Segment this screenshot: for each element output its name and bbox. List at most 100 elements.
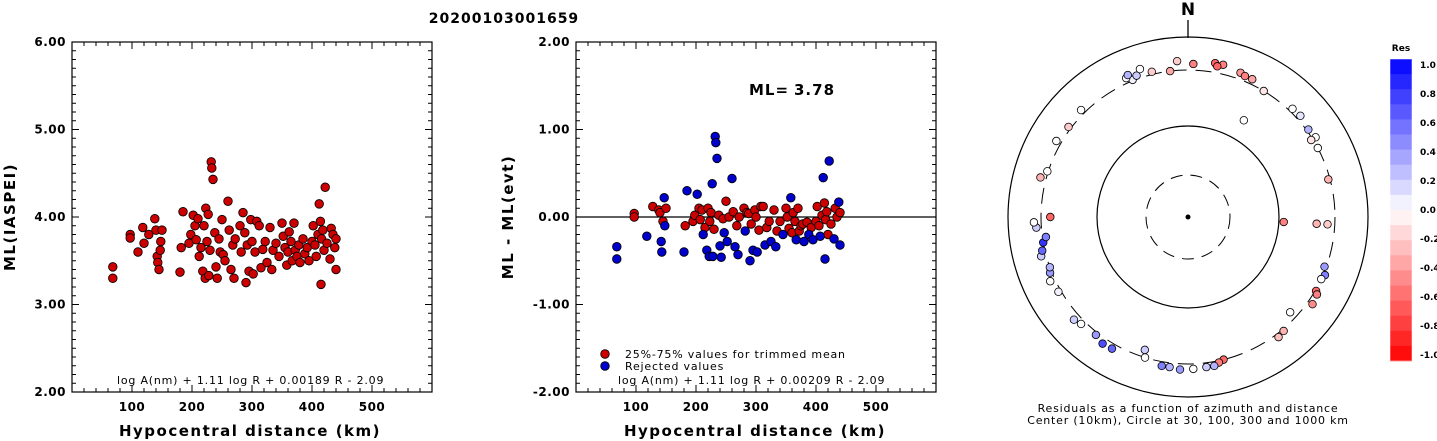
- data-point: [775, 216, 785, 227]
- station-marker: [1147, 67, 1157, 77]
- station-marker: [1036, 173, 1045, 182]
- colorbar-block: [1390, 104, 1412, 120]
- ml-value: 3.78: [794, 81, 835, 99]
- station-marker: [1259, 86, 1268, 96]
- station-marker: [1029, 218, 1039, 227]
- residual-colorbar: Res 1.0 0.8 0.6 0.4 0.2 0.0 -0.2 -0.4 -0.6 -0.8 -1…: [1389, 44, 1437, 362]
- station-marker: [1279, 217, 1288, 227]
- data-point: [834, 197, 844, 207]
- station-marker: [1175, 365, 1185, 374]
- station-marker: [1076, 319, 1086, 329]
- data-point: [256, 263, 266, 273]
- station-marker: [1043, 167, 1052, 176]
- data-point: [682, 186, 692, 196]
- data-point: [157, 225, 167, 235]
- data-point: [194, 251, 204, 262]
- colorbar-block: [1390, 330, 1412, 347]
- axis-ticks: 100 200 300 400 500 2.00 3.00 4.00 5.00 6.00: [34, 35, 432, 414]
- legend-marker-rejected: [600, 361, 610, 371]
- station-marker: [1312, 290, 1322, 299]
- y-tick-label: -2.00: [533, 385, 570, 399]
- data-point: [191, 235, 201, 245]
- data-point: [318, 225, 328, 235]
- colorbar-block: [1390, 345, 1412, 362]
- data-point: [250, 247, 260, 257]
- data-point: [202, 236, 212, 247]
- station-markers: [1029, 56, 1333, 374]
- colorbar-block: [1390, 315, 1412, 332]
- y-axis-label: ML - ML(evt): [499, 155, 517, 279]
- y-tick-label: 0.00: [538, 210, 570, 224]
- colorbar-label: 0.0: [1420, 206, 1436, 216]
- data-point: [325, 254, 335, 264]
- data-point: [740, 226, 750, 236]
- x-tick-label: 500: [359, 400, 386, 414]
- y-tick-label: 2.00: [34, 385, 66, 399]
- data-point: [791, 235, 801, 245]
- y-tick-label: 1.00: [538, 123, 570, 137]
- data-point: [150, 214, 160, 224]
- data-point: [156, 236, 166, 247]
- colorbar-block: [1390, 134, 1412, 150]
- station-marker: [1123, 70, 1132, 80]
- data-point: [716, 252, 726, 262]
- data-point: [764, 216, 774, 227]
- colorbar-block: [1390, 240, 1412, 256]
- data-point: [642, 231, 652, 241]
- station-marker: [1140, 353, 1150, 362]
- residual-vs-distance-plot: 100 200 300 400 500 -2.00 -1.00 0.00 1.00 2.00 ML…: [499, 35, 937, 440]
- data-point: [203, 209, 213, 220]
- station-marker: [1098, 339, 1107, 348]
- data-point: [204, 270, 214, 281]
- x-tick-label: 100: [623, 400, 650, 414]
- station-marker: [1038, 246, 1047, 255]
- station-marker: [1285, 308, 1295, 317]
- data-point: [224, 225, 234, 235]
- ml-label: ML=: [749, 81, 789, 99]
- colorbar-block: [1390, 285, 1412, 301]
- data-point: [289, 218, 299, 228]
- colorbar-title: Res: [1392, 44, 1410, 54]
- data-point: [235, 221, 245, 231]
- station-marker: [1076, 105, 1086, 115]
- data-point: [274, 251, 284, 262]
- data-point: [822, 207, 832, 217]
- colorbar-label: 0.6: [1420, 119, 1436, 129]
- data-point: [238, 207, 248, 218]
- data-point: [771, 242, 781, 252]
- data-point: [199, 221, 209, 231]
- colorbar-label: 1.0: [1420, 61, 1436, 71]
- station-marker: [1324, 175, 1333, 184]
- colorbar-block: [1390, 119, 1412, 135]
- colorbar-label: 0.8: [1420, 90, 1436, 100]
- circle-100km: [1096, 125, 1280, 309]
- colorbar-block: [1390, 225, 1412, 241]
- colorbar-block: [1390, 89, 1412, 105]
- data-point: [330, 242, 340, 253]
- data-point: [176, 242, 186, 253]
- data-point: [656, 236, 666, 247]
- azimuth-distance-polar-plot: N Residuals as a function of azimuth and…: [1007, 0, 1369, 427]
- y-tick-label: 4.00: [34, 210, 66, 224]
- data-point: [271, 238, 281, 248]
- colorbar-block: [1390, 270, 1412, 286]
- x-tick-label: 400: [803, 400, 830, 414]
- data-point: [712, 153, 722, 164]
- legend-label-accepted: 25%-75% values for trimmed mean: [625, 348, 846, 361]
- data-point: [728, 207, 738, 217]
- data-point: [155, 245, 165, 255]
- data-point: [178, 207, 188, 217]
- data-point: [196, 242, 206, 253]
- colorbar-block: [1390, 164, 1412, 181]
- colorbar-block: [1390, 210, 1412, 226]
- data-point: [315, 216, 326, 227]
- y-tick-label: -1.00: [533, 298, 570, 312]
- formula-note: log A(nm) + 1.11 log R + 0.00189 R - 2.0…: [117, 374, 384, 387]
- station-marker: [1046, 277, 1055, 286]
- data-points: [108, 157, 341, 290]
- y-tick-label: 5.00: [34, 123, 66, 137]
- data-point: [799, 236, 809, 247]
- data-point: [260, 236, 270, 247]
- data-point: [311, 251, 321, 262]
